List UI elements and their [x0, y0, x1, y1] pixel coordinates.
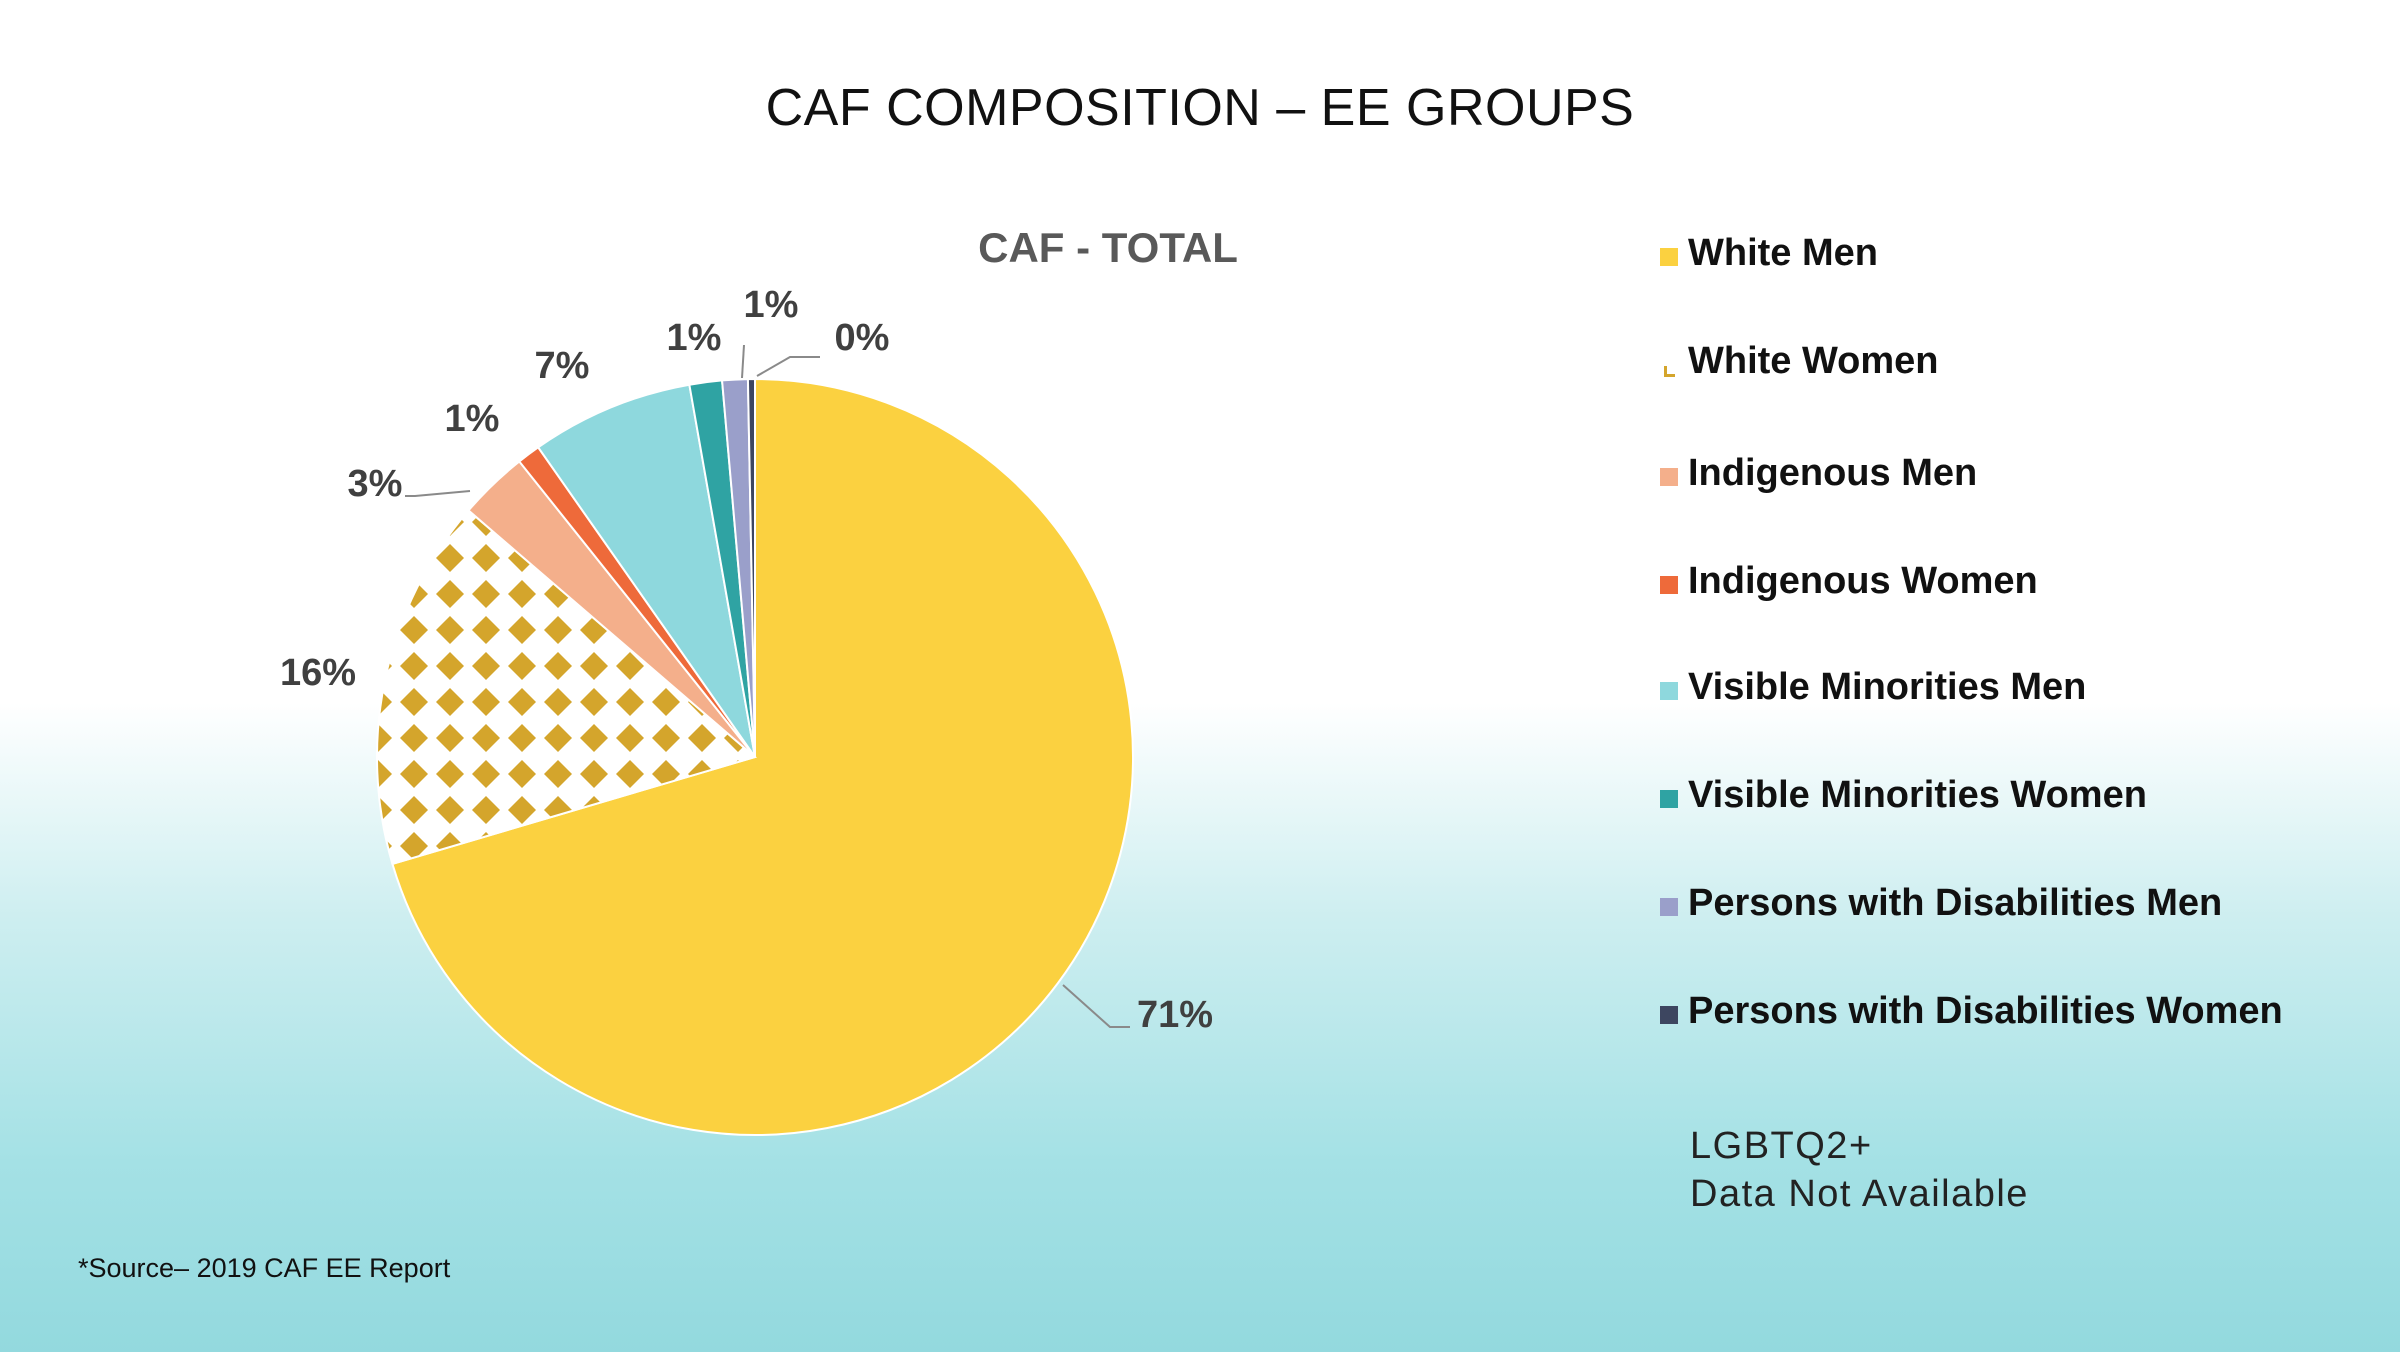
legend-swatch: [1660, 248, 1678, 266]
legend-label: White Women: [1688, 340, 1939, 382]
slide-title: CAF COMPOSITION – EE GROUPS: [765, 79, 1635, 137]
chart-title: CAF - TOTAL: [978, 224, 1238, 271]
leader-line-persons-with-disabilities-men: [741, 344, 745, 379]
data-note: LGBTQ2+ Data Not Available: [1690, 1122, 2029, 1218]
note-line-1: LGBTQ2+: [1690, 1125, 1873, 1167]
leader-line-indigenous-men: [405, 490, 471, 497]
note-line-2: Data Not Available: [1690, 1173, 2029, 1215]
slice-visible-minorities-men: [536, 383, 756, 758]
legend-swatch: [1660, 576, 1678, 594]
slice-white-women: [376, 509, 758, 866]
legend-label: Visible Minorities Women: [1688, 774, 2147, 816]
legend-swatch: [1660, 1006, 1678, 1024]
legend-label: White Men: [1688, 232, 1878, 274]
legend-swatch: [1664, 366, 1675, 377]
data-label-persons-with-disabilities-men: 1%: [744, 284, 799, 326]
source-note: *Source– 2019 CAF EE Report: [78, 1253, 451, 1283]
leader-line-white-men: [1062, 984, 1130, 1028]
data-label-visible-minorities-women: 1%: [667, 317, 722, 359]
data-label-visible-minorities-men: 7%: [535, 345, 590, 387]
data-label-white-men: 71%: [1137, 994, 1213, 1036]
leader-line-persons-with-disabilities-women: [756, 356, 820, 377]
legend-label: Indigenous Men: [1688, 452, 1978, 494]
data-label-persons-with-disabilities-women: 0%: [835, 317, 890, 359]
data-label-indigenous-women: 1%: [445, 398, 500, 440]
legend-label: Persons with Disabilities Women: [1688, 990, 2283, 1032]
legend-swatch: [1660, 682, 1678, 700]
data-label-white-women: 16%: [280, 652, 356, 694]
legend-label: Persons with Disabilities Men: [1688, 882, 2223, 924]
data-label-indigenous-men: 3%: [348, 463, 403, 505]
slice-persons-with-disabilities-women: [746, 377, 756, 758]
legend-swatch: [1660, 790, 1678, 808]
legend-swatch: [1660, 898, 1678, 916]
legend-label: Visible Minorities Men: [1688, 666, 2087, 708]
legend-label: Indigenous Women: [1688, 560, 2038, 602]
legend-swatch: [1660, 468, 1678, 486]
slice-white-men: [391, 377, 1134, 1136]
